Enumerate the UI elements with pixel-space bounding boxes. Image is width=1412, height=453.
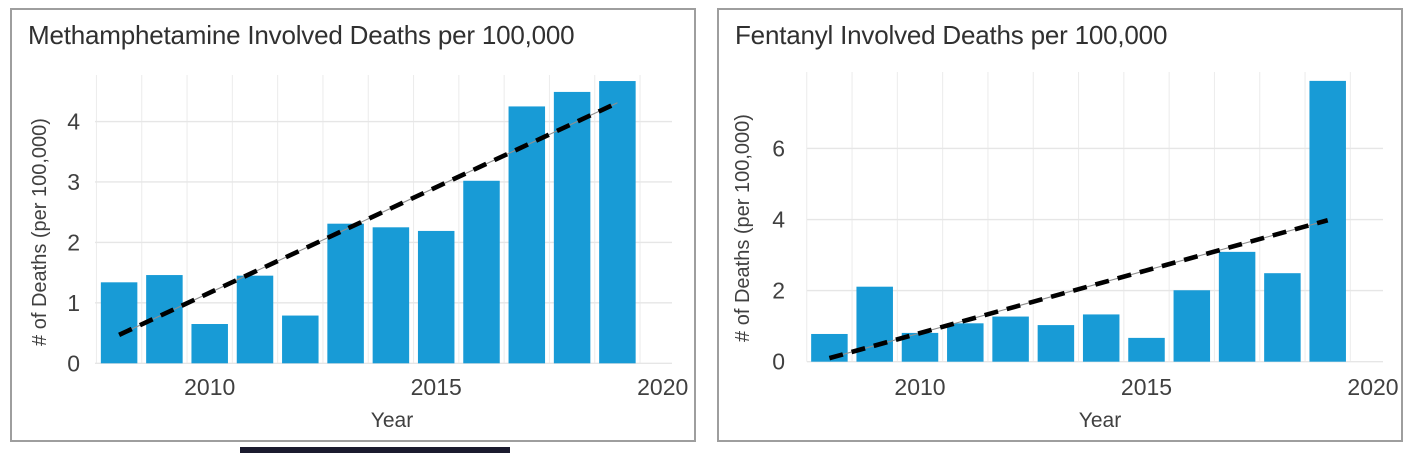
trend-underline [118, 102, 618, 336]
bar [372, 227, 410, 364]
y-axis-label: # of Deaths (per 100,000) [732, 114, 754, 342]
bar [599, 81, 636, 364]
x-tick-label: 2020 [1347, 374, 1398, 400]
y-axis-label: # of Deaths (per 100,000) [29, 118, 51, 346]
y-tick-label: 3 [67, 169, 80, 195]
y-tick-label: 4 [772, 207, 785, 233]
bar [1082, 314, 1120, 362]
bar [1128, 337, 1165, 362]
y-tick-label: 2 [772, 278, 785, 304]
y-tick-label: 2 [67, 229, 80, 255]
plot-area: 0 1 2 3 4 2010 2015 2020 [67, 75, 688, 400]
x-tick-label: 2010 [894, 374, 945, 400]
bar [1173, 290, 1211, 362]
chart-title: Methamphetamine Involved Deaths per 100,… [28, 20, 575, 50]
x-tick-label: 2015 [1121, 374, 1172, 400]
bar [1264, 273, 1301, 362]
x-axis-label: Year [371, 409, 413, 432]
x-tick-label: 2010 [184, 374, 235, 400]
y-tick-label: 1 [67, 290, 80, 316]
fentanyl-bar-chart: 0 2 4 6 2010 2015 2020 Year # of Deaths (per 1… [732, 72, 1399, 432]
bar [463, 180, 500, 364]
x-axis-label: Year [1079, 409, 1121, 432]
trend-line [828, 218, 1329, 361]
bar [282, 315, 319, 364]
bar [947, 323, 984, 362]
methamphetamine-bar-chart: 0 1 2 3 4 2010 2015 2020 Year # of Deaths (per … [29, 75, 688, 432]
plot-area: 0 2 4 6 2010 2015 2020 [772, 72, 1399, 400]
chart-title: Fentanyl Involved Deaths per 100,000 [735, 20, 1168, 50]
bar [236, 275, 274, 364]
y-tick-label: 4 [67, 109, 80, 135]
bar [992, 316, 1029, 362]
bar [417, 230, 455, 364]
bar [100, 282, 138, 364]
y-tick-label: 6 [772, 135, 785, 161]
bar [553, 91, 591, 364]
bar [191, 324, 228, 364]
x-tick-label: 2020 [637, 374, 688, 400]
bar [1218, 251, 1256, 362]
bar [1037, 325, 1075, 362]
y-tick-label: 0 [772, 349, 785, 375]
fentanyl-chart-panel: Fentanyl Involved Deaths per 100,000 0 2 4… [717, 8, 1403, 442]
bar [508, 106, 546, 364]
bar [327, 223, 364, 364]
methamphetamine-chart-panel: Methamphetamine Involved Deaths per 100,… [10, 8, 696, 442]
y-tick-label: 0 [67, 350, 80, 376]
cropped-window-artifact [240, 447, 510, 453]
x-tick-label: 2015 [411, 374, 462, 400]
